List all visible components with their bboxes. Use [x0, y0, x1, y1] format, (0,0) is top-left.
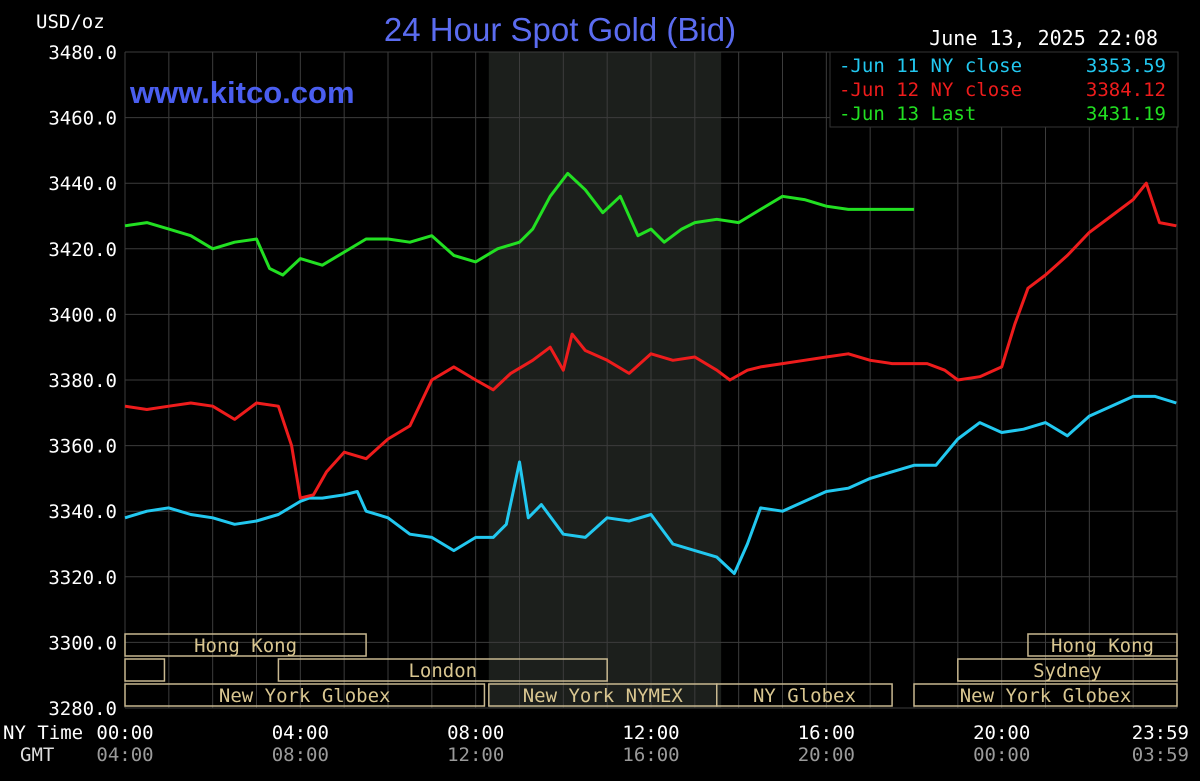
series-line [124, 171, 914, 277]
series-line [124, 181, 1177, 500]
market-session-bar [124, 658, 166, 682]
market-session-label: New York Globex [960, 685, 1132, 707]
legend-entry-name: -Jun 13 Last [839, 103, 976, 125]
y-tick-label: 3320.0 [48, 567, 117, 589]
y-tick-label: 3440.0 [48, 173, 117, 195]
x-tick-label-gmt: 00:00 [973, 744, 1030, 766]
y-tick-label: 3340.0 [48, 501, 117, 523]
x-tick-label-gmt: 03:59 [1132, 744, 1189, 766]
x-tick-label-ny: 08:00 [447, 722, 504, 744]
x-tick-label-ny: 04:00 [272, 722, 329, 744]
market-session-bar [124, 683, 486, 707]
legend-entry-value: 3353.59 [1086, 55, 1166, 77]
market-session-bar [124, 633, 367, 657]
market-session-label: London [408, 660, 477, 682]
market-session-label: New York Globex [219, 685, 391, 707]
market-session-bar [277, 658, 608, 682]
x-label-gmt: GMT [20, 744, 54, 766]
website-label[interactable]: www.kitco.com [129, 75, 355, 110]
legend-entry-value: 3431.19 [1086, 103, 1166, 125]
market-sessions: Hong Kong Hong Kong London Sydney New York G… [124, 633, 1178, 707]
y-axis-ticks: 3480.0 3460.0 3440.0 3420.0 3400.0 3380.0 3360… [48, 42, 117, 720]
timestamp: June 13, 2025 22:08 [929, 26, 1158, 50]
series-line [124, 394, 1177, 575]
y-tick-label: 3380.0 [48, 370, 117, 392]
y-tick-label: 3300.0 [48, 632, 117, 654]
x-axis-ticks: 00:0004:0004:0008:0008:0012:0012:0016:00… [96, 722, 1189, 766]
x-tick-label-gmt: 20:00 [798, 744, 855, 766]
x-tick-label-ny: 23:59 [1132, 722, 1189, 744]
x-tick-label-ny: 12:00 [622, 722, 679, 744]
x-tick-label-gmt: 12:00 [447, 744, 504, 766]
series-lines [124, 171, 1177, 575]
x-tick-label-ny: 16:00 [798, 722, 855, 744]
market-session-bar [716, 683, 893, 707]
market-session-bar [1027, 633, 1178, 657]
market-session-label: New York NYMEX [523, 685, 684, 707]
x-label-ny-time: NY Time [3, 722, 83, 744]
y-unit-label: USD/oz [36, 11, 105, 33]
x-tick-label-gmt: 08:00 [272, 744, 329, 766]
y-tick-label: 3480.0 [48, 42, 117, 64]
market-session-bar [957, 658, 1178, 682]
legend-entry-value: 3384.12 [1086, 79, 1166, 101]
y-tick-label: 3400.0 [48, 304, 117, 326]
y-tick-label: 3360.0 [48, 436, 117, 458]
chart-title: 24 Hour Spot Gold (Bid) [384, 11, 736, 48]
market-session-label: Sydney [1033, 660, 1102, 682]
legend: -Jun 11 NY close 3353.59 -Jun 12 NY close 3… [839, 55, 1166, 125]
market-session-label: NY Globex [753, 685, 856, 707]
legend-entry-name: -Jun 12 NY close [839, 79, 1022, 101]
y-tick-label: 3420.0 [48, 239, 117, 261]
y-tick-label: 3280.0 [48, 698, 117, 720]
x-tick-label-gmt: 04:00 [96, 744, 153, 766]
x-tick-label-ny: 20:00 [973, 722, 1030, 744]
y-tick-label: 3460.0 [48, 108, 117, 130]
legend-box [829, 51, 1179, 128]
market-session-label: Hong Kong [194, 635, 297, 657]
x-tick-label-gmt: 16:00 [622, 744, 679, 766]
market-session-label: Hong Kong [1051, 635, 1154, 657]
x-tick-label-ny: 00:00 [96, 722, 153, 744]
market-session-bar [913, 683, 1178, 707]
legend-entry-name: -Jun 11 NY close [839, 55, 1022, 77]
